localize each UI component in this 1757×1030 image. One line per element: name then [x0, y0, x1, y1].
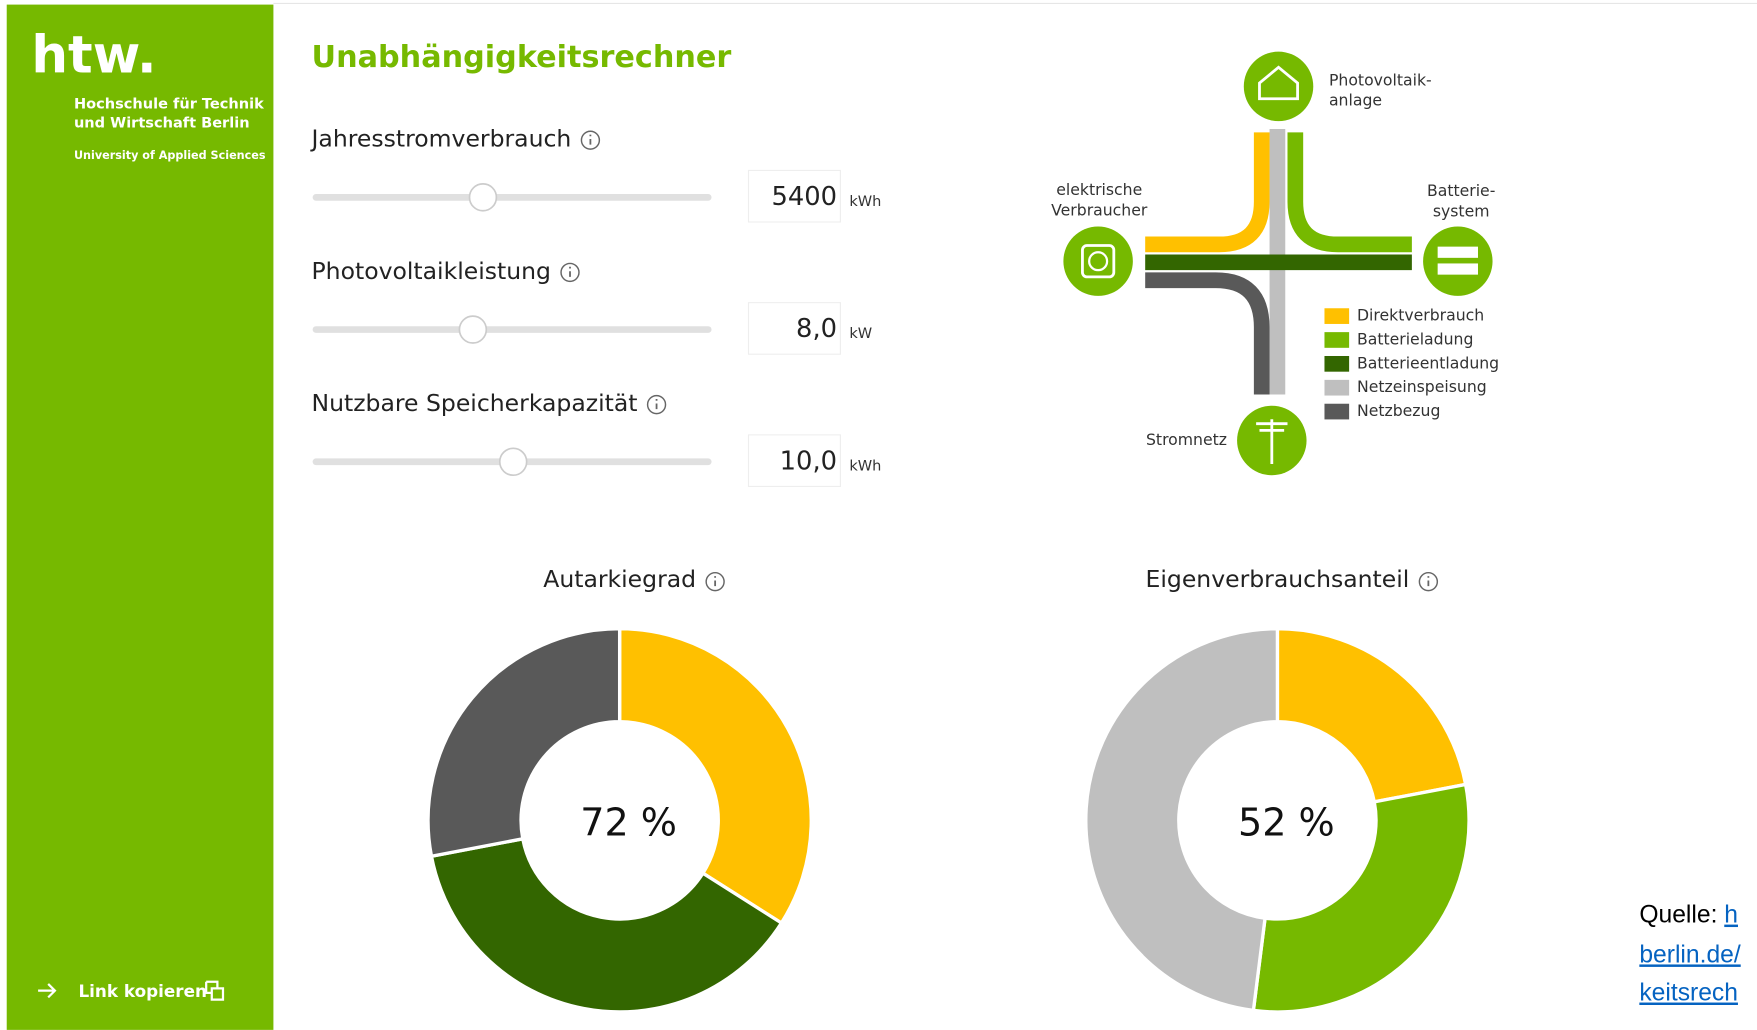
source-link[interactable]: keitsrech [1639, 980, 1738, 1007]
source-prefix-text: Quelle: [1639, 901, 1724, 928]
donut-segment [617, 627, 813, 926]
flow-charge [1287, 132, 1412, 253]
link-text[interactable]: Link kopieren [78, 981, 207, 1001]
slider-thumb[interactable] [468, 183, 498, 212]
donut-segment [1251, 782, 1471, 1014]
input-label: Photovoltaikleistung [312, 257, 551, 285]
input-label: Jahresstromverbrauch [310, 125, 572, 153]
grid-label: Stromnetz [1146, 430, 1227, 449]
slider-thumb[interactable] [458, 315, 488, 344]
value-box[interactable] [747, 302, 841, 355]
legend-swatch [1324, 332, 1350, 348]
charts: Autarkiegrad 72 % Eigenverbrauchsanteil 52 … [426, 565, 1471, 1014]
flow-direct [1145, 132, 1270, 253]
input-value: 5400 [771, 182, 837, 212]
pylon-icon [1256, 419, 1288, 465]
input-label: Nutzbare Speicherkapazität [312, 389, 638, 417]
consumer-label: elektrische [1056, 180, 1142, 199]
flow-import [1145, 272, 1270, 395]
legend-label: Netzeinspeisung [1357, 377, 1487, 396]
socket-icon [1088, 251, 1109, 272]
info-icon[interactable] [705, 571, 725, 592]
title: Unabhängigkeitsrechner [312, 40, 732, 75]
link-copy[interactable]: Link kopieren [38, 980, 225, 1001]
battery-label: system [1433, 201, 1490, 220]
org-line: und Wirtschaft Berlin [74, 114, 250, 131]
input-unit: kWh [849, 457, 881, 474]
battery-label: Batterie- [1427, 181, 1495, 200]
info-icon[interactable] [1418, 571, 1439, 592]
value-box[interactable] [747, 434, 841, 487]
chart-title: Autarkiegrad [543, 565, 696, 593]
pv-label: anlage [1329, 90, 1382, 109]
donut-segment [1275, 627, 1468, 804]
consumer-node [1063, 226, 1133, 296]
org-line: Hochschule für Technik [74, 95, 264, 112]
input-unit: kW [849, 325, 872, 342]
pv-label: Photovoltaik- [1329, 70, 1432, 89]
consumer-label: Verbraucher [1051, 200, 1148, 219]
socket-icon [1081, 244, 1116, 279]
input-value: 8,0 [796, 314, 837, 344]
house-icon [1258, 65, 1299, 101]
source-prefix: Quelle: h [1639, 901, 1738, 928]
info-icon[interactable] [646, 394, 667, 415]
inputs: Jahresstromverbrauch 5400 kWh Photovoltaikl… [310, 125, 881, 487]
logo: htw. [31, 25, 156, 85]
input-value: 10,0 [780, 446, 837, 476]
donut-segment [429, 836, 784, 1014]
copy-icon [205, 980, 225, 1001]
slider-thumb[interactable] [498, 447, 528, 477]
chart-title: Eigenverbrauchsanteil [1146, 565, 1410, 593]
center-label: 72 % [580, 800, 677, 844]
center-label: 52 % [1238, 800, 1335, 844]
pv-node [1243, 51, 1314, 122]
battery-icon [1437, 246, 1478, 258]
flow-diagram: Photovoltaik- anlage elektrische Verbrau… [1051, 51, 1499, 476]
input-unit: kWh [849, 193, 881, 210]
legend-label: Batterieentladung [1357, 353, 1499, 372]
source-link[interactable]: h [1724, 901, 1738, 928]
org-subtitle: University of Applied Sciences [74, 149, 266, 162]
battery-node [1423, 226, 1493, 296]
legend-swatch [1324, 308, 1350, 324]
value-box[interactable] [747, 169, 841, 223]
legend-swatch [1324, 355, 1350, 372]
source-link[interactable]: berlin.de/ [1639, 941, 1741, 968]
source: Quelle: h berlin.de/ keitsrech [1639, 901, 1741, 1006]
legend: Direktverbrauch Batterieladung Batterieent… [1324, 306, 1499, 420]
legend-label: Batterieladung [1357, 329, 1473, 348]
legend-label: Direktverbrauch [1357, 306, 1484, 325]
arrow-icon [38, 983, 57, 999]
donut-segment [426, 627, 622, 859]
sidebar [6, 4, 274, 1030]
info-icon[interactable] [580, 130, 601, 150]
legend-swatch [1324, 379, 1350, 396]
legend-label: Netzbezug [1357, 401, 1440, 420]
donut-segment [1084, 627, 1280, 1013]
info-icon[interactable] [560, 262, 580, 283]
legend-swatch [1324, 403, 1350, 420]
battery-icon [1437, 263, 1478, 275]
